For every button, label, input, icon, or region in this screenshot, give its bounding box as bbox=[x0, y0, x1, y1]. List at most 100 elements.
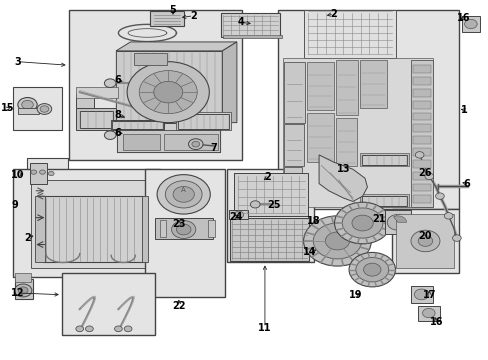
Bar bbox=[14, 169, 159, 277]
Text: 10: 10 bbox=[11, 170, 24, 180]
Text: 25: 25 bbox=[267, 200, 280, 210]
Bar bbox=[412, 195, 430, 203]
Circle shape bbox=[114, 326, 122, 332]
Circle shape bbox=[124, 326, 132, 332]
Circle shape bbox=[355, 257, 388, 282]
Bar bbox=[412, 65, 430, 73]
Bar bbox=[417, 306, 439, 320]
Bar bbox=[26, 158, 67, 185]
Bar bbox=[223, 36, 282, 39]
Circle shape bbox=[325, 232, 349, 250]
Bar bbox=[68, 10, 241, 160]
Bar bbox=[335, 60, 357, 116]
Text: 2: 2 bbox=[330, 9, 337, 19]
Text: 15: 15 bbox=[1, 103, 15, 113]
Circle shape bbox=[165, 181, 202, 208]
Bar bbox=[43, 196, 142, 262]
Bar bbox=[360, 194, 407, 207]
Bar bbox=[412, 160, 430, 168]
Bar bbox=[178, 114, 229, 129]
Bar bbox=[164, 134, 217, 150]
Bar bbox=[31, 180, 149, 268]
Text: 2: 2 bbox=[24, 233, 31, 243]
Bar bbox=[117, 51, 220, 152]
Circle shape bbox=[464, 19, 476, 29]
Circle shape bbox=[76, 326, 83, 332]
Text: 20: 20 bbox=[418, 231, 431, 240]
Circle shape bbox=[48, 171, 54, 176]
Bar bbox=[360, 60, 386, 108]
Bar bbox=[116, 51, 222, 123]
Circle shape bbox=[127, 62, 209, 123]
Circle shape bbox=[173, 186, 194, 202]
Bar bbox=[111, 120, 164, 130]
Text: A: A bbox=[181, 187, 186, 193]
Text: 16: 16 bbox=[429, 317, 443, 327]
Circle shape bbox=[37, 104, 52, 114]
Bar bbox=[16, 273, 31, 282]
Circle shape bbox=[171, 221, 195, 238]
Bar bbox=[410, 286, 432, 303]
Text: 9: 9 bbox=[11, 200, 18, 210]
Circle shape bbox=[422, 309, 434, 318]
Text: 1: 1 bbox=[460, 105, 467, 115]
Bar bbox=[412, 89, 430, 97]
Text: 5: 5 bbox=[169, 5, 176, 15]
Circle shape bbox=[444, 213, 452, 219]
Bar bbox=[61, 273, 154, 335]
Bar bbox=[412, 113, 430, 121]
Text: 7: 7 bbox=[210, 143, 217, 153]
Bar bbox=[306, 62, 333, 110]
Polygon shape bbox=[319, 155, 366, 202]
Circle shape bbox=[414, 152, 423, 158]
Bar bbox=[284, 62, 304, 123]
Circle shape bbox=[104, 131, 116, 139]
Circle shape bbox=[176, 224, 190, 235]
Circle shape bbox=[21, 100, 33, 109]
Bar bbox=[207, 220, 214, 237]
Bar bbox=[284, 125, 303, 166]
Circle shape bbox=[303, 216, 370, 266]
Bar bbox=[412, 136, 430, 144]
Bar bbox=[76, 94, 94, 108]
Bar bbox=[229, 211, 248, 219]
Text: 2: 2 bbox=[264, 172, 271, 182]
Bar bbox=[391, 209, 458, 273]
Bar bbox=[142, 196, 147, 262]
Circle shape bbox=[18, 287, 28, 294]
Bar bbox=[112, 121, 163, 129]
Circle shape bbox=[153, 81, 183, 103]
Circle shape bbox=[451, 235, 460, 241]
Bar bbox=[221, 13, 280, 37]
Bar bbox=[282, 58, 432, 207]
Bar bbox=[412, 101, 430, 109]
Circle shape bbox=[386, 215, 407, 230]
Bar bbox=[335, 118, 356, 166]
Circle shape bbox=[31, 170, 37, 174]
Bar bbox=[360, 153, 407, 166]
Text: 6: 6 bbox=[114, 75, 121, 85]
Text: 12: 12 bbox=[11, 288, 24, 298]
Text: 14: 14 bbox=[302, 247, 316, 257]
Bar bbox=[361, 154, 406, 165]
Text: 16: 16 bbox=[456, 13, 470, 23]
Bar bbox=[80, 111, 112, 128]
Text: 22: 22 bbox=[172, 301, 185, 311]
Bar bbox=[16, 279, 33, 299]
Circle shape bbox=[157, 175, 210, 214]
Text: 17: 17 bbox=[422, 291, 435, 301]
Polygon shape bbox=[222, 42, 236, 123]
Bar bbox=[134, 53, 166, 65]
Text: 2: 2 bbox=[190, 11, 196, 21]
Circle shape bbox=[410, 230, 439, 252]
Bar bbox=[303, 10, 396, 58]
Polygon shape bbox=[116, 42, 236, 51]
Text: 11: 11 bbox=[258, 323, 271, 333]
Bar bbox=[14, 87, 61, 130]
Text: 21: 21 bbox=[371, 215, 385, 224]
Bar bbox=[412, 172, 430, 180]
Circle shape bbox=[363, 263, 380, 276]
Bar bbox=[412, 77, 430, 85]
Text: 26: 26 bbox=[418, 168, 431, 178]
Text: 4: 4 bbox=[237, 17, 244, 27]
